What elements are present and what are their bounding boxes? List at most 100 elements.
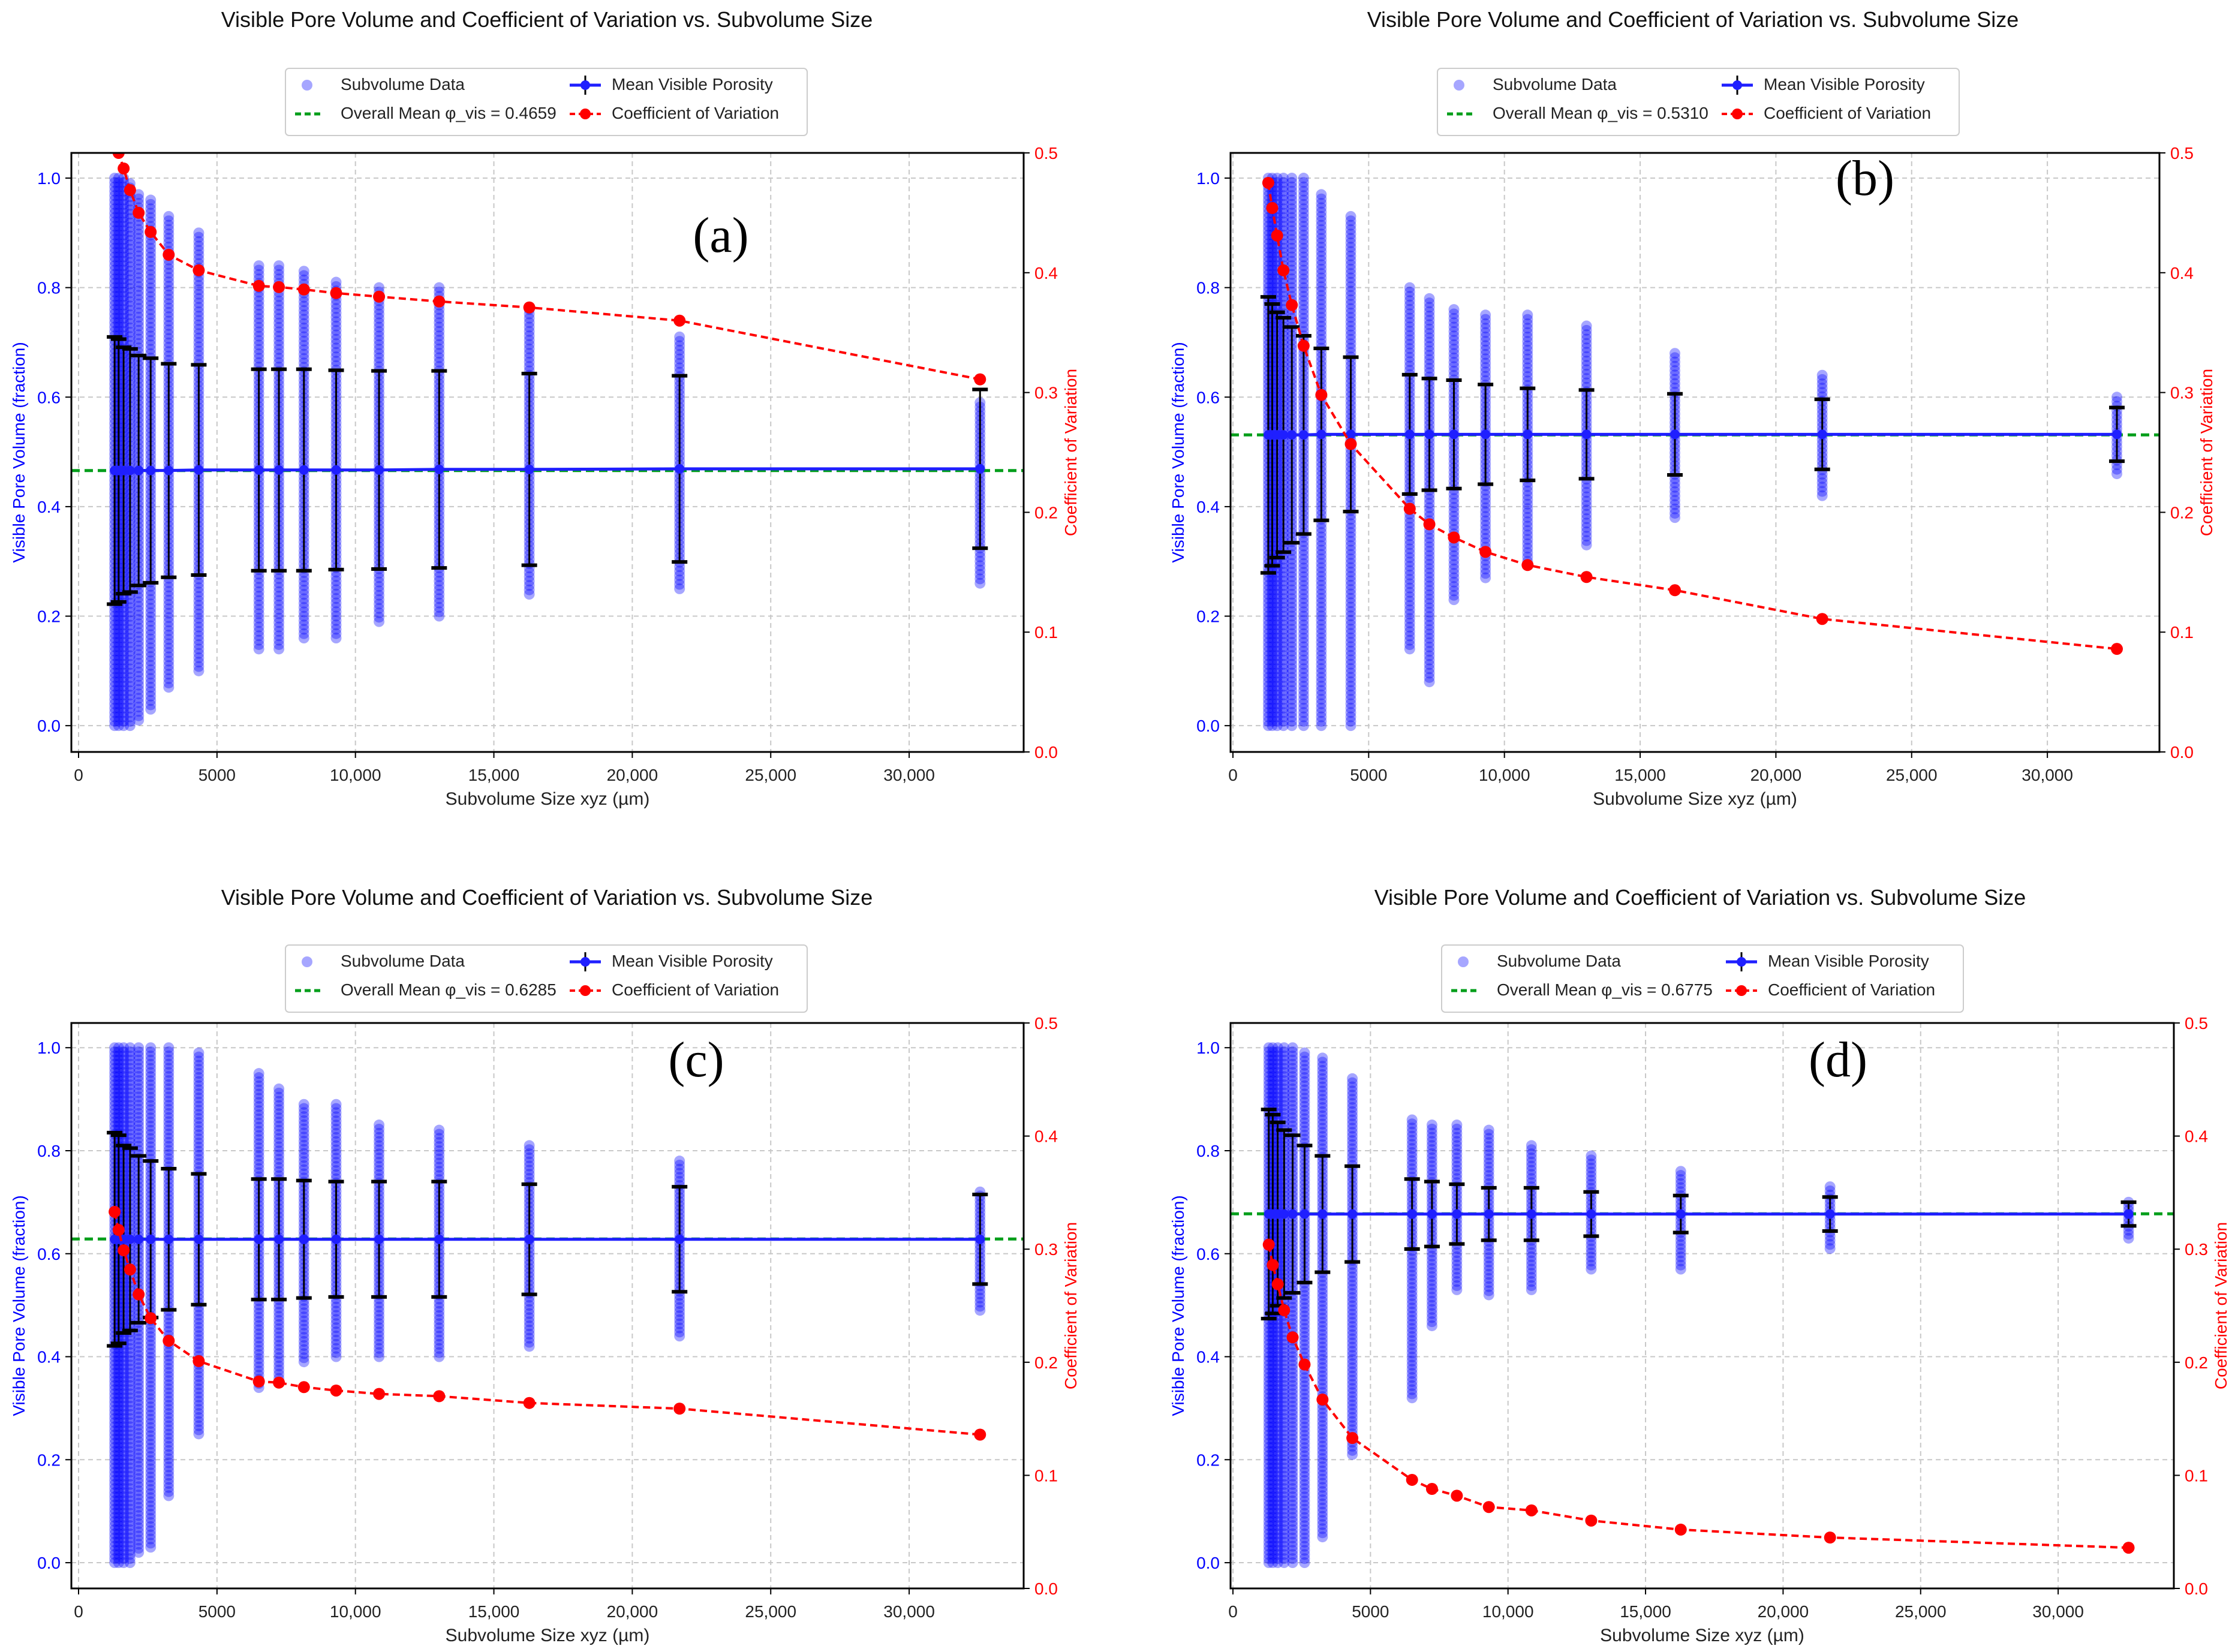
subvolume-data-point — [298, 1168, 309, 1179]
x-tick-label: 10,000 — [1479, 766, 1530, 784]
subvolume-data-point — [113, 707, 124, 718]
subvolume-data-point — [1316, 202, 1327, 213]
subvolume-data-point — [193, 657, 204, 668]
subvolume-data-point — [113, 1417, 124, 1428]
subvolume-data-point — [163, 1412, 175, 1424]
subvolume-data-point — [163, 1136, 175, 1148]
subvolume-data-point — [273, 595, 285, 606]
subvolume-data-point — [273, 621, 285, 633]
subvolume-data-point — [193, 626, 204, 637]
subvolume-data-point — [1424, 358, 1435, 369]
plot-area — [1231, 173, 2159, 732]
subvolume-data-point — [133, 242, 145, 253]
subvolume-data-point — [1267, 641, 1278, 652]
subvolume-data-point — [330, 1169, 342, 1180]
subvolume-data-point — [434, 601, 445, 613]
subvolume-data-point — [524, 1160, 535, 1172]
subvolume-data-point — [133, 1067, 145, 1078]
chart-panel-c: Visible Pore Volume and Coefficient of V… — [10, 885, 1080, 1645]
subvolume-data-point — [1669, 503, 1680, 514]
subvolume-data-point — [1669, 378, 1680, 389]
subvolume-data-point — [298, 1144, 309, 1155]
subvolume-data-point — [163, 1371, 175, 1382]
y2-axis-label: Coefficient of Variation — [2197, 369, 2216, 536]
subvolume-data-point — [1424, 571, 1435, 583]
subvolume-data-point — [1286, 278, 1298, 289]
subvolume-data-point — [113, 624, 124, 635]
subvolume-data-point — [298, 314, 309, 325]
subvolume-data-point — [133, 333, 145, 345]
x-axis-label: Subvolume Size xyz (µm) — [446, 1626, 650, 1645]
subvolume-data-point — [374, 344, 385, 355]
subvolume-data-point — [1278, 702, 1289, 714]
subvolume-data-point — [1480, 502, 1491, 513]
subvolume-data-point — [145, 1496, 157, 1507]
subvolume-data-point — [1286, 207, 1298, 219]
subvolume-data-point — [330, 588, 342, 600]
subvolume-data-point — [133, 1452, 145, 1464]
subvolume-data-point — [1424, 541, 1435, 552]
subvolume-data-point — [113, 1499, 124, 1510]
subvolume-data-point — [674, 1314, 685, 1326]
subvolume-data-point — [145, 1050, 157, 1061]
subvolume-data-point — [145, 669, 157, 680]
subvolume-data-point — [674, 1322, 685, 1334]
subvolume-data-point — [145, 1533, 157, 1545]
subvolume-data-point — [118, 715, 130, 727]
subvolume-data-point — [1316, 316, 1327, 327]
subvolume-data-point — [1522, 366, 1533, 378]
subvolume-scatter-group — [374, 1120, 385, 1362]
subvolume-data-point — [1404, 569, 1415, 580]
subvolume-data-point — [109, 1557, 121, 1569]
subvolume-data-point — [109, 698, 121, 709]
subvolume-data-point — [674, 1294, 685, 1305]
subvolume-data-point — [273, 1129, 285, 1140]
subvolume-data-point — [434, 356, 445, 368]
subvolume-data-point — [298, 1332, 309, 1343]
subvolume-data-point — [1345, 549, 1356, 560]
subvolume-data-point — [118, 1532, 130, 1543]
subvolume-data-point — [524, 1296, 535, 1307]
subvolume-data-point — [273, 1150, 285, 1161]
subvolume-data-point — [193, 245, 204, 256]
subvolume-data-point — [118, 711, 130, 723]
subvolume-data-point — [113, 1392, 124, 1404]
subvolume-data-point — [145, 260, 157, 272]
subvolume-data-point — [1298, 540, 1309, 552]
subvolume-data-point — [124, 1487, 136, 1498]
subvolume-data-point — [133, 1358, 145, 1370]
subvolume-data-point — [273, 357, 285, 368]
y2-tick-label: 0.1 — [1034, 1466, 1058, 1485]
chart-title: Visible Pore Volume and Coefficient of V… — [221, 885, 873, 910]
subvolume-data-point — [145, 598, 157, 610]
subvolume-data-point — [163, 258, 175, 270]
subvolume-data-point — [1404, 604, 1415, 615]
subvolume-data-point — [1262, 606, 1274, 618]
subvolume-data-point — [124, 327, 136, 338]
subvolume-data-point — [113, 1100, 124, 1111]
subvolume-data-point — [109, 628, 121, 639]
subvolume-data-point — [1316, 615, 1327, 626]
subvolume-data-point — [1316, 672, 1327, 683]
subvolume-data-point — [273, 1117, 285, 1128]
subvolume-data-point — [273, 577, 285, 589]
subvolume-data-point — [1267, 707, 1278, 718]
subvolume-data-point — [374, 612, 385, 623]
subvolume-data-point — [133, 1399, 145, 1410]
subvolume-data-point — [124, 690, 136, 701]
subvolume-data-point — [133, 1346, 145, 1357]
subvolume-data-point — [109, 216, 121, 228]
subvolume-data-point — [163, 1067, 175, 1078]
subvolume-data-point — [1345, 610, 1356, 622]
subvolume-data-point — [1448, 568, 1460, 579]
subvolume-data-point — [1267, 702, 1278, 714]
subvolume-data-point — [1271, 181, 1283, 192]
subvolume-data-point — [163, 1486, 175, 1497]
subvolume-data-point — [163, 612, 175, 623]
subvolume-data-point — [1286, 601, 1298, 613]
subvolume-data-point — [133, 246, 145, 257]
subvolume-data-point — [1480, 511, 1491, 522]
subvolume-data-point — [118, 1054, 130, 1066]
subvolume-data-point — [1298, 212, 1309, 223]
y2-tick-label: 0.2 — [2170, 503, 2194, 522]
